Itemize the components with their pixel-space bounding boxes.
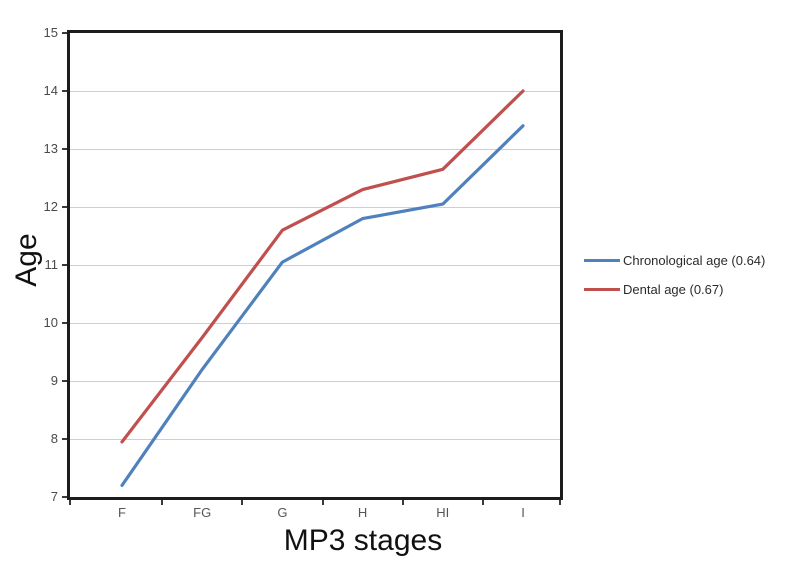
x-tick-label: H bbox=[357, 505, 368, 520]
y-tick-mark bbox=[62, 90, 67, 92]
legend-line-swatch bbox=[584, 287, 620, 291]
y-tick-mark bbox=[62, 322, 67, 324]
x-tick-mark bbox=[559, 500, 561, 505]
x-tick-mark bbox=[401, 500, 404, 505]
y-tick-mark bbox=[62, 148, 67, 150]
legend-label: Chronological age (0.64) bbox=[623, 252, 766, 268]
y-tick-mark bbox=[62, 32, 67, 34]
y-tick-mark bbox=[62, 438, 67, 440]
y-tick-label: 15 bbox=[43, 25, 58, 40]
x-tick-label: F bbox=[118, 505, 126, 520]
y-tick-label: 10 bbox=[43, 315, 58, 330]
x-tick-mark bbox=[321, 500, 324, 505]
y-tick-mark bbox=[62, 380, 67, 382]
legend-item: Dental age (0.67) bbox=[584, 279, 765, 299]
y-tick-label: 7 bbox=[50, 489, 58, 504]
y-tick-label: 11 bbox=[44, 257, 59, 272]
y-tick-label: 14 bbox=[43, 83, 58, 98]
y-tick-label: 9 bbox=[50, 373, 58, 388]
x-tick-mark bbox=[69, 500, 71, 505]
legend-item: Chronological age (0.64) bbox=[584, 250, 765, 270]
y-tick-mark bbox=[62, 206, 67, 208]
x-tick-mark bbox=[161, 500, 164, 505]
x-tick-mark bbox=[481, 500, 484, 505]
legend: Chronological age (0.64) Dental age (0.67… bbox=[584, 250, 765, 299]
x-axis-title: MP3 stages bbox=[283, 524, 443, 557]
series-line-chronological-age-0-64 bbox=[120, 124, 525, 487]
x-tick-label: G bbox=[277, 505, 288, 520]
x-tick-mark bbox=[241, 500, 244, 505]
y-tick-mark bbox=[62, 264, 67, 266]
y-tick-label: 8 bbox=[50, 431, 58, 446]
series-line-dental-age-0-67 bbox=[120, 89, 525, 444]
x-tick-label: HI bbox=[436, 505, 450, 520]
chart-canvas bbox=[70, 89, 560, 487]
x-tick-label: I bbox=[521, 505, 525, 520]
legend-label: Dental age (0.67) bbox=[623, 281, 724, 297]
y-tick-label: 12 bbox=[43, 199, 58, 214]
y-tick-label: 13 bbox=[43, 141, 58, 156]
y-tick-mark bbox=[62, 496, 67, 498]
legend-line-swatch bbox=[584, 258, 620, 262]
x-tick-label: FG bbox=[193, 505, 212, 520]
plot-area bbox=[67, 30, 563, 500]
